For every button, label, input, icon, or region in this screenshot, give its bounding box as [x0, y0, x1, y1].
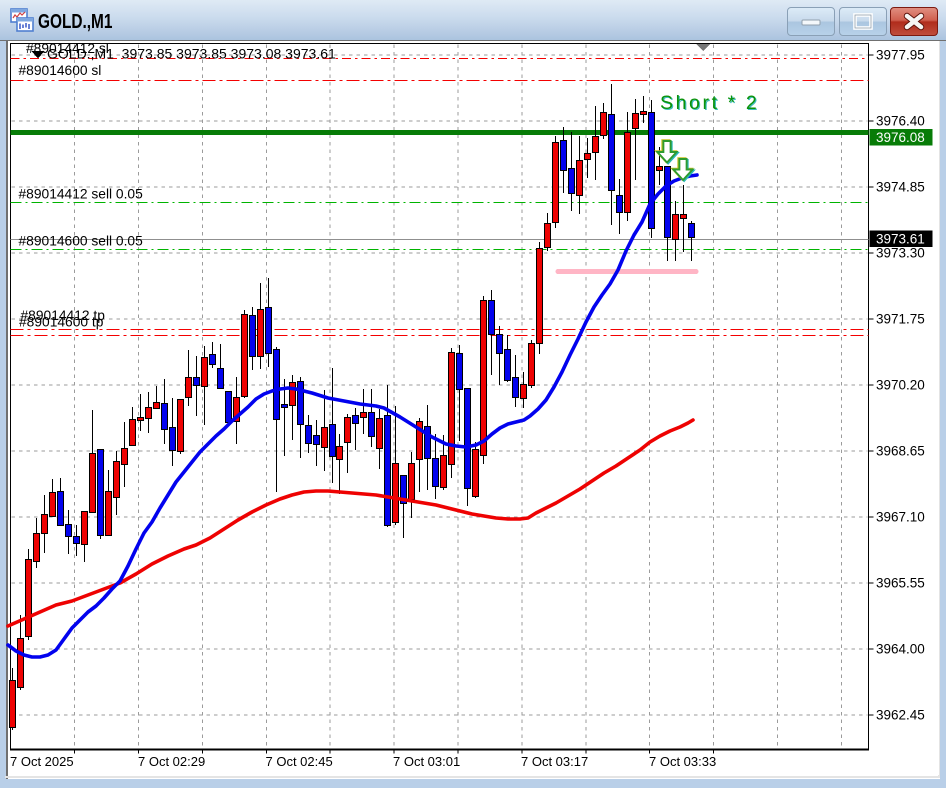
svg-text:3967.10: 3967.10 — [876, 510, 925, 525]
svg-text:7 Oct 2025: 7 Oct 2025 — [10, 754, 74, 769]
svg-text:3964.00: 3964.00 — [876, 642, 925, 657]
svg-text:Short * 2: Short * 2 — [660, 92, 759, 114]
svg-text:7 Oct 03:33: 7 Oct 03:33 — [649, 754, 716, 769]
svg-text:3976.40: 3976.40 — [876, 114, 925, 129]
svg-text:3973.61: 3973.61 — [876, 232, 925, 247]
svg-text:3973.30: 3973.30 — [876, 246, 925, 261]
svg-text:7 Oct 03:17: 7 Oct 03:17 — [521, 754, 588, 769]
svg-text:#89014600 tp: #89014600 tp — [19, 315, 104, 330]
svg-text:#89014600 sell 0.05: #89014600 sell 0.05 — [19, 234, 144, 249]
svg-text:7 Oct 02:29: 7 Oct 02:29 — [138, 754, 205, 769]
svg-text:3962.45: 3962.45 — [876, 708, 925, 723]
svg-text:3974.85: 3974.85 — [876, 180, 925, 195]
svg-text:3976.08: 3976.08 — [876, 130, 925, 145]
svg-text:#89014412 tp: #89014412 tp — [21, 308, 106, 323]
svg-text:3977.95: 3977.95 — [876, 48, 925, 63]
svg-text:3971.75: 3971.75 — [876, 312, 925, 327]
svg-text:GOLD.,M1 3973.85 3973.85 3973: GOLD.,M1 3973.85 3973.85 3973.08 3973.61 — [47, 46, 336, 62]
svg-text:3970.20: 3970.20 — [876, 378, 925, 393]
svg-text:7 Oct 03:01: 7 Oct 03:01 — [393, 754, 460, 769]
svg-text:3965.55: 3965.55 — [876, 576, 925, 591]
svg-text:3968.65: 3968.65 — [876, 444, 925, 459]
svg-text:#89014412 sell 0.05: #89014412 sell 0.05 — [19, 187, 144, 202]
svg-text:#89014600 sl: #89014600 sl — [19, 63, 102, 78]
svg-text:7 Oct 02:45: 7 Oct 02:45 — [266, 754, 333, 769]
svg-text:#89014412 sl: #89014412 sl — [26, 41, 109, 56]
